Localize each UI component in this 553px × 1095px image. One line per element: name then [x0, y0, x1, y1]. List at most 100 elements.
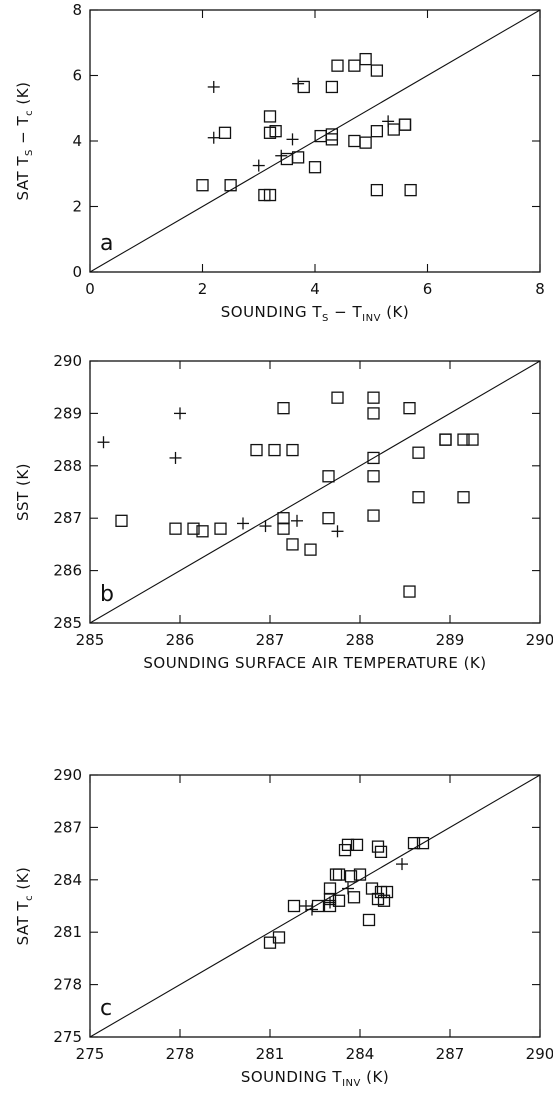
y-tick-label: 290: [53, 766, 82, 784]
data-point-square: [286, 538, 299, 551]
x-axis-label: SOUNDING TINV (K): [241, 1068, 389, 1089]
data-point-plus: [396, 858, 408, 871]
data-point-square: [277, 512, 290, 525]
data-point-square: [404, 183, 417, 197]
data-point-square: [277, 402, 290, 415]
data-point-square: [367, 391, 380, 404]
data-point-square: [380, 885, 394, 899]
y-tick-label: 275: [53, 1028, 82, 1046]
data-point-square: [416, 836, 430, 850]
data-point-square: [329, 868, 343, 881]
data-point-square: [325, 133, 339, 146]
x-tick-label: 290: [526, 1045, 553, 1063]
data-point-square: [277, 522, 290, 535]
data-point-square: [362, 913, 376, 927]
data-point-square: [322, 512, 335, 525]
data-point-square: [286, 443, 299, 457]
data-point-square: [269, 125, 282, 138]
panel-c: 275 278 281 284 287 290 275 278 281 284 287 290 c SOU…: [14, 766, 553, 1089]
x-tick-label: 289: [436, 631, 465, 649]
data-point-square: [466, 433, 479, 446]
data-point-square: [370, 64, 384, 77]
data-point-plus: [259, 520, 272, 533]
y-tick-label: 286: [53, 562, 82, 580]
data-point-square: [350, 838, 364, 852]
data-point-square: [224, 179, 237, 192]
data-point-square: [412, 491, 425, 504]
x-tick-label: 6: [423, 280, 433, 298]
y-tick-label: 8: [72, 1, 82, 19]
plot-frame: [89, 360, 541, 624]
data-point-square: [367, 407, 380, 420]
data-point-square: [367, 451, 380, 465]
y-axis-label: SAT TS − Tc (K): [14, 82, 35, 201]
data-point-square: [169, 522, 182, 535]
data-point-plus: [275, 149, 288, 162]
y-axis-label: SST (K): [14, 463, 32, 521]
y-tick-label: 287: [53, 509, 82, 527]
y-tick-label: 288: [53, 457, 82, 475]
data-point-plus: [291, 514, 303, 527]
panel-letter: b: [100, 582, 114, 607]
data-point-square: [187, 522, 200, 535]
data-point-plus: [306, 903, 318, 916]
data-point-square: [370, 183, 384, 197]
data-point-plus: [207, 80, 220, 93]
data-point-plus: [252, 159, 265, 172]
y-tick-label: 290: [53, 352, 82, 370]
data-point-square: [347, 891, 361, 904]
data-point-plus: [174, 407, 186, 420]
data-point-plus: [207, 131, 220, 144]
one-to-one-line: [89, 360, 541, 624]
data-point-square: [359, 52, 372, 66]
panel-letter: c: [100, 996, 112, 1021]
y-tick-label: 2: [72, 198, 82, 216]
y-tick-label: 278: [53, 976, 82, 994]
data-point-square: [325, 80, 339, 94]
data-point-square: [272, 931, 286, 944]
data-point-square: [457, 491, 470, 504]
data-point-square: [268, 443, 281, 457]
x-tick-label: 2: [198, 280, 208, 298]
data-point-square: [367, 509, 380, 522]
data-point-square: [403, 402, 416, 415]
panel-b: 285 286 287 288 289 290 285 286 287 288 289 290 b SOU…: [14, 352, 553, 672]
x-tick-label: 288: [346, 631, 375, 649]
x-tick-label: 275: [76, 1045, 105, 1063]
panel-letter: a: [100, 231, 113, 256]
data-point-square: [287, 899, 301, 913]
x-tick-label: 287: [256, 631, 285, 649]
x-tick-label: 8: [535, 280, 545, 298]
data-point-square: [341, 838, 355, 852]
data-point-square: [377, 894, 391, 907]
data-point-square: [322, 470, 335, 483]
data-point-square: [291, 151, 305, 164]
y-tick-label: 0: [72, 263, 82, 281]
x-tick-label: 4: [310, 280, 320, 298]
data-point-square: [263, 110, 277, 123]
data-point-plus: [169, 451, 182, 464]
data-point-square: [367, 470, 380, 483]
data-point-square: [439, 433, 452, 446]
data-point-plus: [286, 133, 299, 146]
y-tick-label: 289: [53, 404, 82, 422]
data-point-square: [353, 868, 367, 881]
data-point-square: [323, 882, 337, 895]
data-point-plus: [97, 436, 110, 449]
x-axis-label: SOUNDING SURFACE AIR TEMPERATURE (K): [143, 654, 486, 672]
data-point-plus: [382, 115, 395, 128]
data-point-plus: [331, 525, 344, 538]
data-point-square: [359, 136, 372, 149]
data-point-plus: [324, 896, 336, 909]
y-tick-label: 284: [53, 871, 82, 889]
data-point-square: [348, 134, 361, 148]
data-point-square: [412, 446, 425, 459]
data-point-square: [403, 585, 416, 598]
x-axis-label: SOUNDING TS − TINV (K): [221, 303, 410, 324]
x-tick-label: 286: [166, 631, 195, 649]
y-axis-label: SAT Tc (K): [14, 867, 35, 946]
y-tick-label: 281: [53, 923, 82, 941]
y-tick-label: 287: [53, 818, 82, 836]
data-point-plus: [292, 77, 305, 90]
